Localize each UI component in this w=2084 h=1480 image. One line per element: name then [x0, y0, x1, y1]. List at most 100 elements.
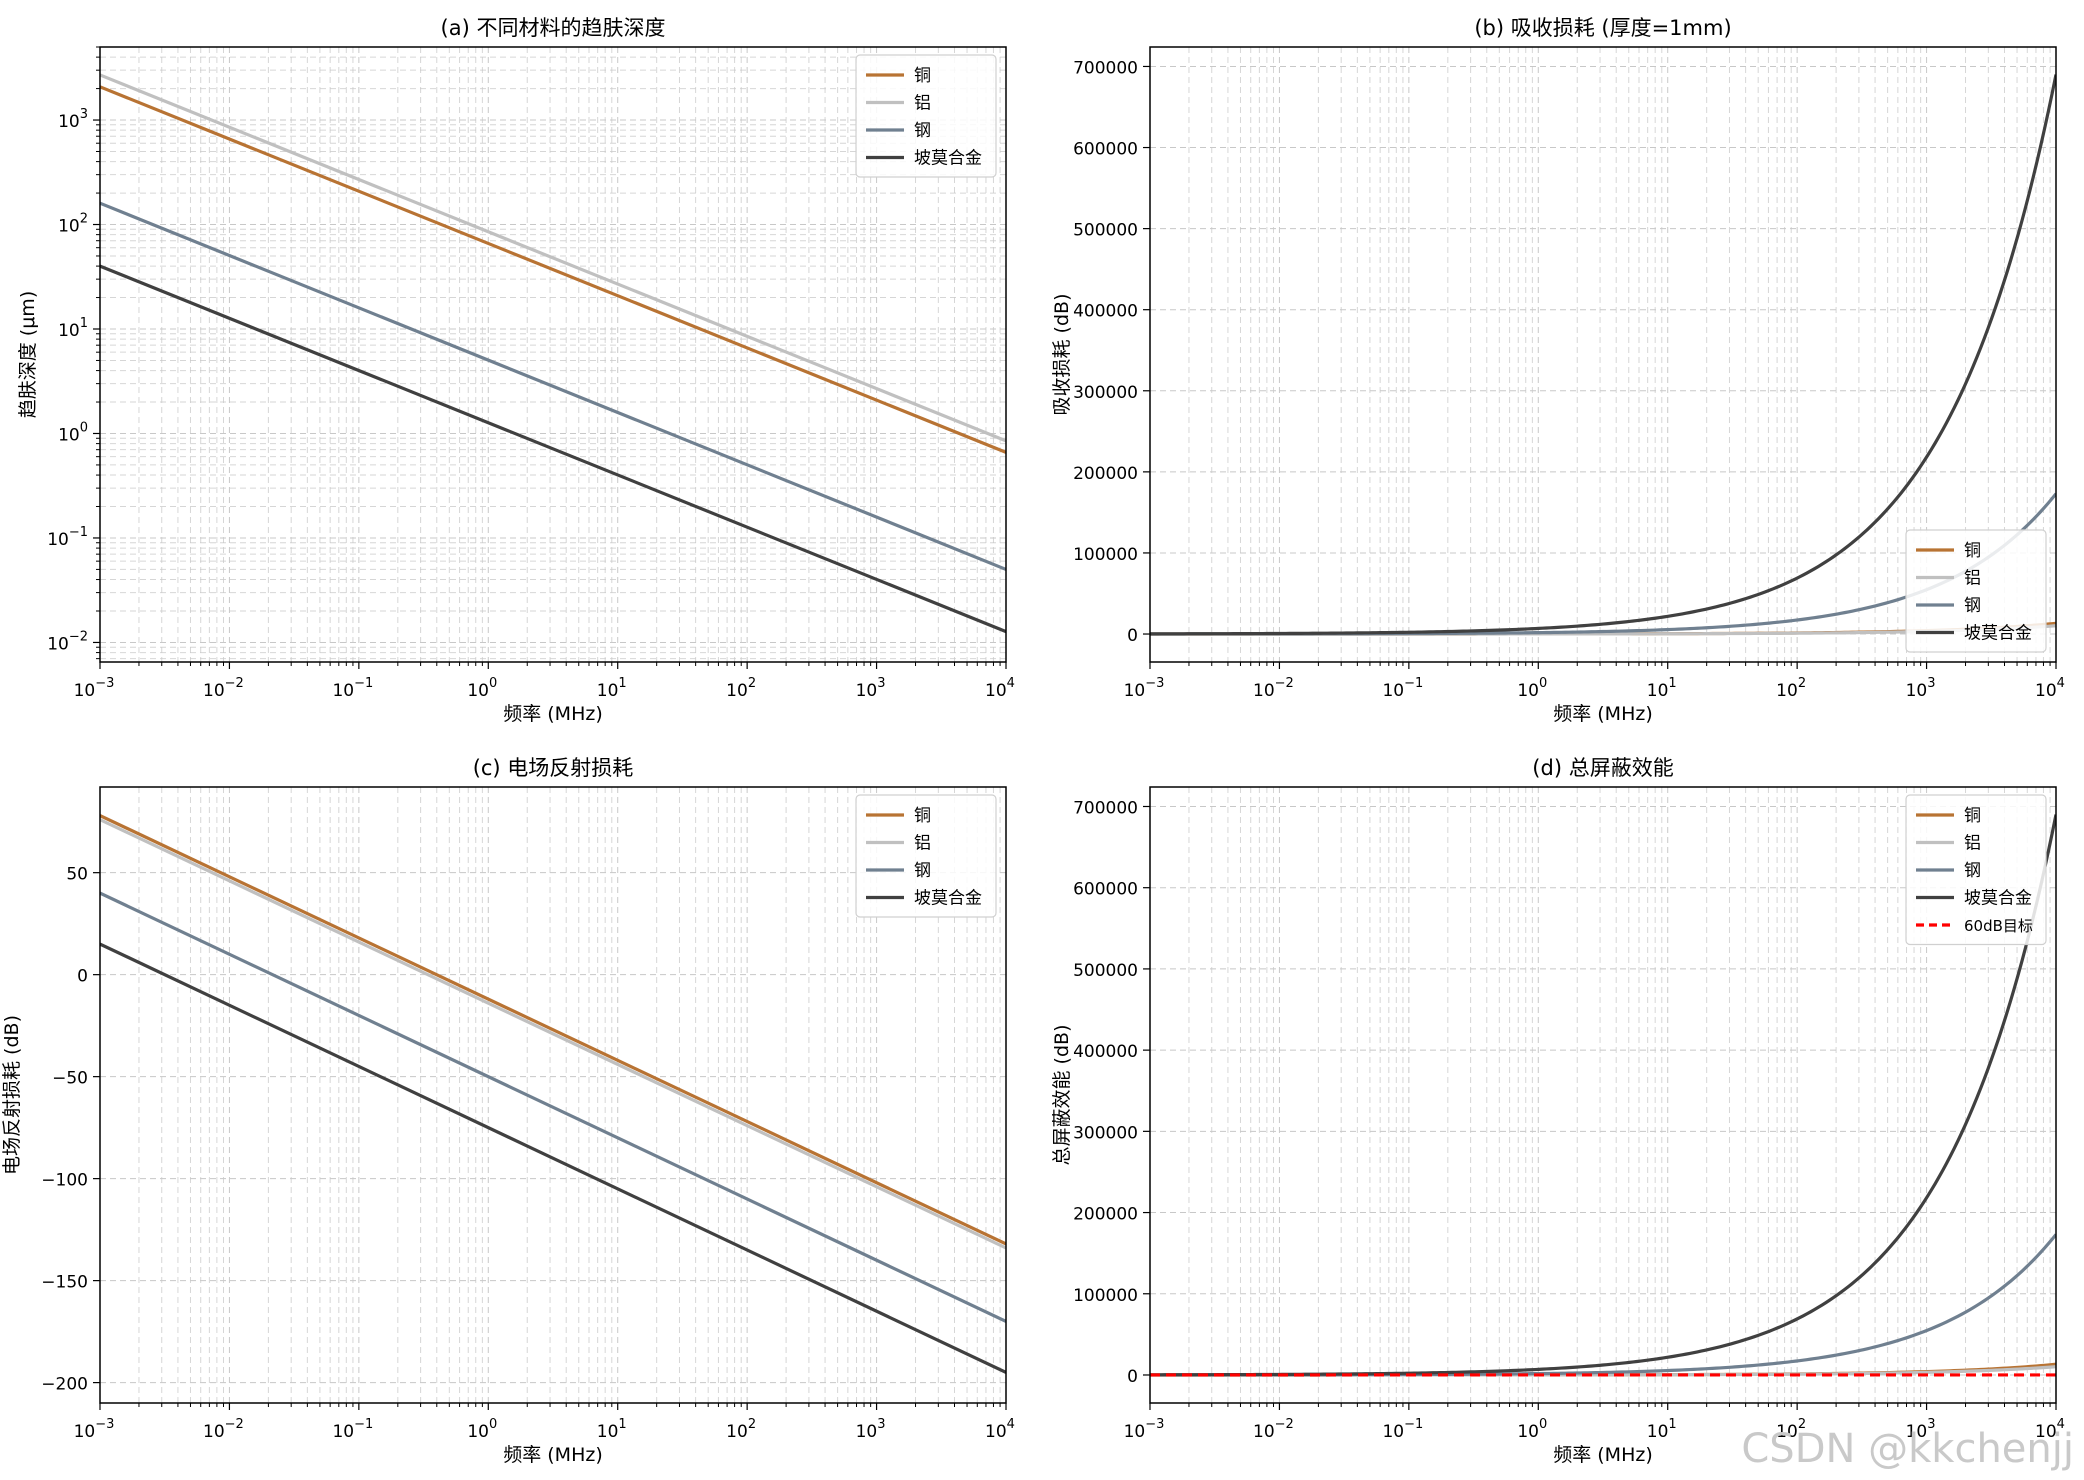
series-line-4: [100, 264, 1006, 634]
legend-label: 60dB目标: [1964, 917, 2033, 935]
y-tick-label: −100: [41, 1171, 88, 1191]
chart-panel-3: 10−3 10−2 10−1 100 101 102 103 104 50 0 −50 −100 −15…: [1, 756, 1015, 1466]
legend-label: 钢: [914, 861, 931, 881]
y-tick-label: 300000: [1073, 383, 1138, 403]
series-line-3: [100, 891, 1006, 1323]
series-line-4: [100, 942, 1006, 1374]
y-axis: 50 0 −50 −100 −150 −200: [41, 865, 100, 1395]
x-tick-label: 100: [1517, 676, 1547, 701]
x-tick-label: 103: [1906, 676, 1936, 701]
legend-label: 铜: [914, 806, 931, 826]
x-tick-label: 10−1: [332, 676, 373, 701]
series-line-3: [100, 201, 1006, 571]
chart-title: (d) 总屏蔽效能: [1532, 756, 1673, 780]
legend-label: 坡莫合金: [1964, 889, 2032, 909]
y-tick-label: 10−1: [47, 525, 88, 550]
x-tick-label: 103: [856, 676, 886, 701]
legend-label: 铜: [914, 66, 931, 86]
series-group: [100, 814, 1006, 1374]
y-tick-label: 200000: [1073, 464, 1138, 484]
x-tick-label: 103: [856, 1417, 886, 1442]
axes-frame: [99, 786, 1007, 1404]
y-axis: 10−2 10−1 100 101 102 103: [47, 46, 100, 660]
x-tick-label: 102: [726, 1417, 756, 1442]
x-axis: 10−3 10−2 10−1 100 101 102 103 104: [1124, 1403, 2065, 1442]
x-tick-label: 10−3: [74, 676, 115, 701]
y-tick-label: 10−2: [47, 629, 88, 654]
axes-frame: [1149, 786, 2057, 1404]
legend-label: 铝: [914, 834, 931, 854]
x-tick-label: 10−3: [1124, 1417, 1165, 1442]
series-line-4: [1150, 74, 2056, 636]
chart-panel-2: 10−3 10−2 10−1 100 101 102 103 104 0 100000 200000…: [1051, 16, 2065, 725]
x-axis-label: 频率 (MHz): [1553, 1444, 1653, 1466]
legend-label: 钢: [1964, 861, 1981, 881]
series-line-2: [100, 818, 1006, 1250]
y-axis: 0 100000 200000 300000 400000 500000 600000 700…: [1073, 58, 1150, 646]
x-tick-label: 10−2: [203, 676, 244, 701]
series-line-1: [100, 85, 1006, 454]
y-tick-label: 101: [58, 316, 88, 341]
series-group: [1150, 814, 2056, 1377]
watermark: CSDN @kkchenjj: [1741, 1426, 2074, 1472]
series-line-3: [1150, 1233, 2056, 1377]
y-tick-label: 700000: [1073, 798, 1138, 818]
y-axis-label: 趋肤深度 (μm): [17, 291, 39, 418]
x-tick-label: 104: [2035, 1417, 2065, 1442]
legend-label: 铝: [914, 94, 931, 114]
series-group: [1150, 74, 2056, 636]
y-tick-label: −150: [41, 1273, 88, 1293]
y-tick-label: 600000: [1073, 140, 1138, 160]
y-tick-label: 0: [77, 967, 88, 987]
y-axis-label: 总屏蔽效能 (dB): [1051, 1025, 1073, 1166]
legend-label: 铜: [1964, 806, 1981, 826]
x-tick-label: 10−2: [1253, 1417, 1294, 1442]
x-tick-label: 101: [1647, 1417, 1677, 1442]
legend-box: [855, 794, 997, 918]
series-group: [100, 73, 1006, 634]
x-tick-label: 100: [1517, 1417, 1547, 1442]
legend-label: 坡莫合金: [914, 889, 982, 909]
y-tick-label: 200000: [1073, 1205, 1138, 1225]
legend-box: [855, 54, 997, 178]
x-tick-label: 102: [1776, 676, 1806, 701]
y-tick-label: 50: [66, 865, 88, 885]
x-tick-label: 102: [1776, 1417, 1806, 1442]
x-tick-label: 101: [1647, 676, 1677, 701]
chart-title: (c) 电场反射损耗: [473, 756, 634, 780]
legend-label: 钢: [1964, 596, 1981, 616]
x-tick-label: 10−3: [1124, 676, 1165, 701]
y-tick-label: 103: [58, 107, 88, 132]
x-tick-label: 100: [467, 1417, 497, 1442]
y-tick-label: 100: [58, 420, 88, 445]
legend-label: 坡莫合金: [914, 149, 982, 169]
x-tick-label: 10−2: [1253, 676, 1294, 701]
chart-title: (b) 吸收损耗 (厚度=1mm): [1474, 16, 1731, 40]
legend-box: [1905, 794, 2047, 946]
y-tick-label: 600000: [1073, 880, 1138, 900]
x-tick-label: 101: [597, 1417, 627, 1442]
y-tick-label: 100000: [1073, 1286, 1138, 1306]
x-tick-label: 104: [985, 676, 1015, 701]
y-tick-label: −200: [41, 1375, 88, 1395]
y-tick-label: 300000: [1073, 1123, 1138, 1143]
x-axis-label: 频率 (MHz): [503, 703, 603, 725]
y-axis-label: 电场反射损耗 (dB): [1, 1015, 23, 1175]
x-tick-label: 10−2: [203, 1417, 244, 1442]
legend-label: 铝: [1964, 569, 1981, 589]
chart-panel-1: 10−3 10−2 10−1 100 101 102 103 10410−210−110010…: [17, 16, 1015, 725]
x-tick-label: 100: [467, 676, 497, 701]
legend-label: 铝: [1964, 834, 1981, 854]
legend-label: 坡莫合金: [1964, 624, 2032, 644]
y-tick-label: 102: [58, 212, 88, 237]
x-tick-label: 104: [2035, 676, 2065, 701]
series-line-2: [100, 73, 1006, 443]
y-axis-label: 吸收损耗 (dB): [1051, 294, 1073, 416]
chart-title: (a) 不同材料的趋肤深度: [441, 16, 666, 40]
y-tick-label: 100000: [1073, 545, 1138, 565]
